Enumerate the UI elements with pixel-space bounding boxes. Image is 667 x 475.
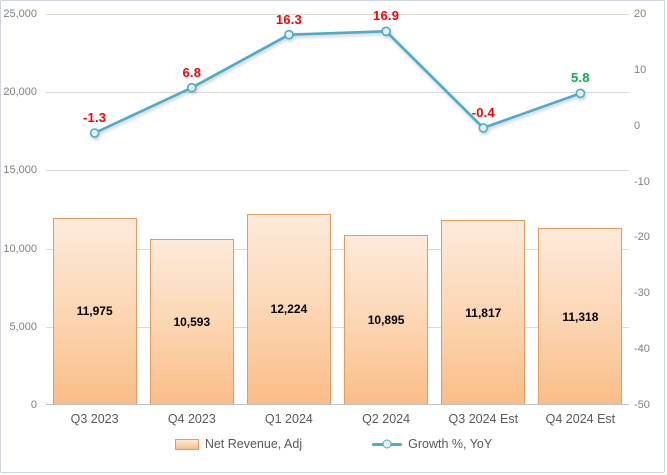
bar-value-label: 10,593 (173, 315, 211, 330)
legend: Net Revenue, Adj Growth %, YoY (1, 437, 664, 451)
bar-value-label: 11,975 (76, 304, 113, 319)
gridline (46, 248, 629, 250)
category-label: Q4 2023 (167, 412, 216, 426)
right-axis-tick-label: 10 (634, 63, 647, 76)
growth-point-label: 6.8 (182, 64, 202, 80)
gridline (46, 92, 629, 94)
bar-net-revenue (538, 228, 623, 405)
bar-value-label: 11,817 (465, 305, 502, 320)
category-label: Q3 2023 (70, 412, 119, 426)
growth-point-marker (284, 29, 294, 40)
legend-item-net-revenue: Net Revenue, Adj (174, 437, 303, 451)
growth-point-label: 5.8 (571, 70, 590, 86)
bar-net-revenue (52, 217, 137, 405)
left-axis-tick-label: 10,000 (3, 242, 37, 255)
growth-point-label: 16.3 (275, 11, 302, 27)
legend-label-net-revenue: Net Revenue, Adj (204, 437, 303, 451)
category-label: Q3 2024 Est (448, 412, 519, 426)
left-axis-tick-label: 15,000 (3, 164, 37, 177)
legend-label-growth: Growth %, YoY (408, 437, 493, 451)
growth-point-marker (478, 123, 489, 133)
gridline (46, 14, 629, 15)
growth-point-label: -0.4 (471, 104, 495, 120)
gridline (46, 326, 629, 328)
growth-point-marker (575, 88, 586, 99)
category-label: Q1 2024 (264, 412, 313, 426)
right-axis-tick-label: -20 (634, 231, 650, 244)
right-axis-tick-label: 20 (634, 8, 647, 20)
left-axis-tick-label: 0 (30, 399, 37, 411)
left-axis-tick-label: 5,000 (9, 320, 37, 333)
growth-point-marker (89, 128, 100, 138)
line-series-swatch-icon (372, 439, 403, 450)
plot-area: 11,975 10,593 12,224 10,895 11,817 11,318 -1.3… (46, 8, 629, 405)
growth-line-series (89, 26, 586, 138)
growth-point-marker (381, 26, 391, 37)
category-label: Q2 2024 (362, 412, 411, 426)
growth-line (94, 29, 581, 135)
right-axis-tick-label: -10 (634, 175, 650, 188)
legend-item-growth: Growth %, YoY (372, 437, 492, 451)
bar-net-revenue (441, 220, 526, 405)
right-axis-tick-label: -40 (634, 343, 650, 356)
right-axis-tick-label: 0 (634, 119, 641, 132)
left-axis-tick-label: 20,000 (3, 86, 37, 99)
bar-value-label: 12,224 (270, 302, 308, 317)
left-value-axis: 0 5,000 10,000 15,000 20,000 25,000 (1, 8, 41, 411)
right-axis-tick-label: -50 (634, 399, 650, 411)
right-value-axis: -50 -40 -30 -20 -10 0 10 20 (634, 8, 664, 411)
bar-series-swatch-icon (174, 438, 199, 450)
category-label: Q4 2024 Est (545, 412, 616, 426)
bar-value-label: 11,318 (562, 309, 599, 324)
gridline (46, 170, 629, 172)
bar-value-label: 10,895 (367, 312, 405, 327)
right-axis-tick-label: -30 (634, 287, 650, 300)
growth-point-marker (187, 82, 197, 93)
left-axis-tick-label: 25,000 (3, 8, 37, 20)
category-axis: Q3 2023 Q4 2023 Q1 2024 Q2 2024 Q3 2024 Est Q… (46, 412, 629, 430)
x-axis-line (46, 404, 629, 405)
bar-net-revenue (149, 239, 234, 405)
growth-point-label: 16.9 (373, 8, 400, 24)
bar-net-revenue (344, 234, 429, 405)
growth-point-label: -1.3 (82, 110, 107, 125)
